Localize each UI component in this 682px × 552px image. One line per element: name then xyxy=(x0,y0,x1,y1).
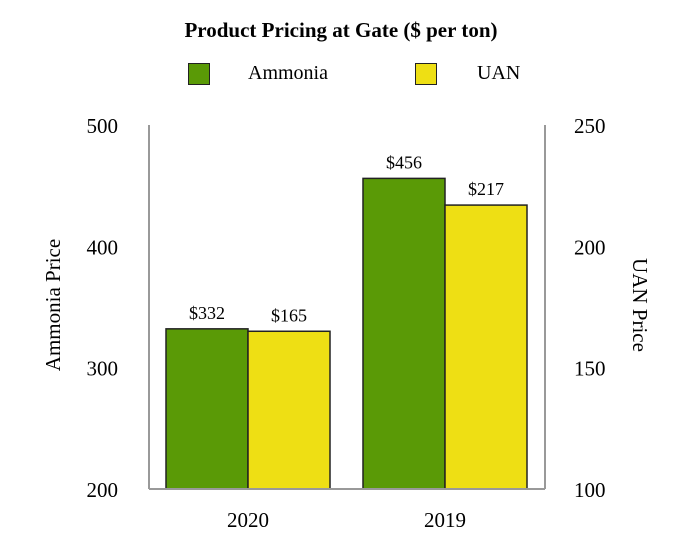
right-tick-label: 150 xyxy=(574,357,606,381)
legend-swatch-ammonia xyxy=(188,62,210,85)
legend-label-uan: UAN xyxy=(477,62,521,84)
data-label-ammonia-2020: $332 xyxy=(189,303,225,323)
legend-label-ammonia: Ammonia xyxy=(248,62,328,84)
bar-ammonia-2019 xyxy=(362,177,446,490)
bar-ammonia-2020 xyxy=(165,328,249,490)
right-tick-label: 250 xyxy=(574,114,606,138)
bar-uan-2019 xyxy=(444,204,528,490)
left-axis-label: Ammonia Price xyxy=(41,239,65,371)
left-tick-label: 500 xyxy=(87,114,119,138)
data-label-uan-2020: $165 xyxy=(271,305,307,325)
legend: Ammonia UAN xyxy=(0,62,682,92)
legend-item-ammonia: Ammonia xyxy=(188,62,328,85)
legend-item-uan: UAN xyxy=(415,62,520,85)
left-tick-label: 400 xyxy=(87,235,119,259)
data-label-ammonia-2019: $456 xyxy=(386,152,422,172)
left-tick-label: 300 xyxy=(87,357,119,381)
data-label-uan-2019: $217 xyxy=(468,179,504,199)
right-axis-label: UAN Price xyxy=(628,258,652,352)
right-tick-label: 100 xyxy=(574,478,606,502)
right-tick-label: 200 xyxy=(574,235,606,259)
chart-title: Product Pricing at Gate ($ per ton) xyxy=(184,18,498,42)
left-tick-label: 200 xyxy=(87,478,119,502)
legend-swatch-uan xyxy=(415,62,437,85)
x-tick-label: 2020 xyxy=(227,508,269,532)
x-tick-label: 2019 xyxy=(424,508,466,532)
bar-uan-2020 xyxy=(247,330,331,490)
